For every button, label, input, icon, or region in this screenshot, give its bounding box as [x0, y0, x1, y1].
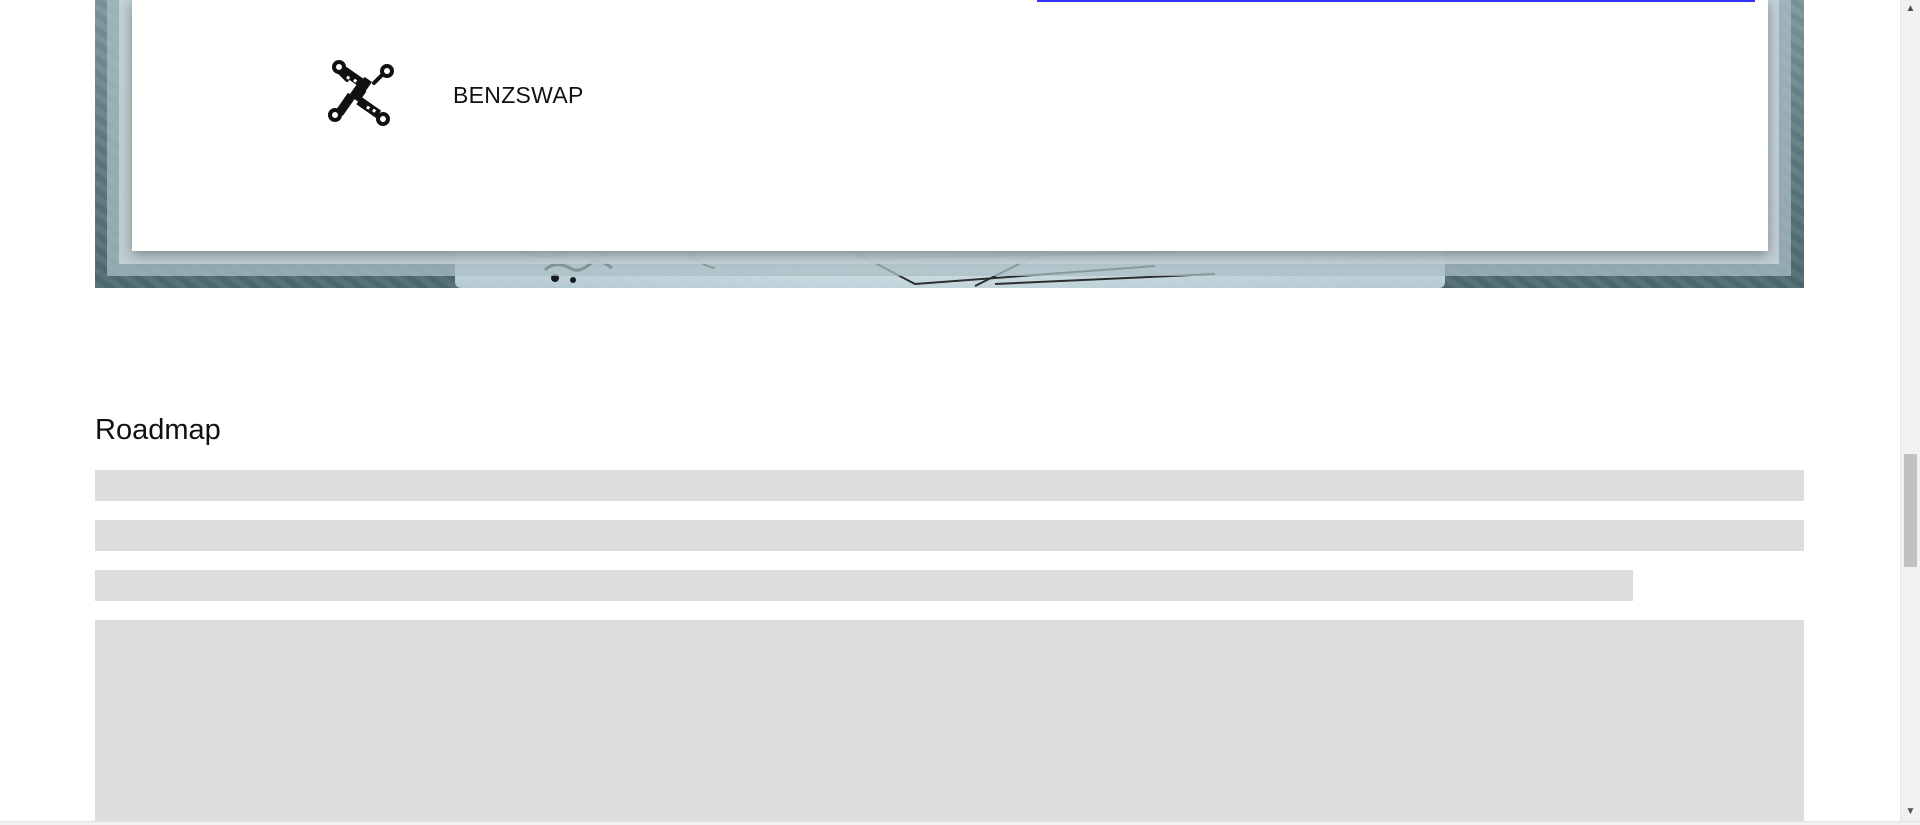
roadmap-skeleton-line-3: [95, 570, 1633, 601]
benzswap-logo-icon[interactable]: [327, 59, 395, 127]
brand-card: BENZSWAP: [132, 0, 1768, 251]
scrollbar-thumb[interactable]: [1904, 454, 1917, 567]
roadmap-skeleton-block: [95, 620, 1804, 821]
brand-name[interactable]: BENZSWAP: [453, 82, 584, 108]
roadmap-skeleton-line-2: [95, 520, 1804, 551]
link-underline[interactable]: [1037, 0, 1755, 2]
window-bottom-edge: [0, 821, 1920, 825]
scroll-up-arrow-icon[interactable]: ▲: [1905, 2, 1916, 14]
roadmap-skeleton-line-1: [95, 470, 1804, 501]
scroll-down-arrow-icon[interactable]: ▼: [1905, 805, 1916, 817]
vertical-scrollbar[interactable]: ▲ ▼: [1900, 0, 1920, 821]
roadmap-title: Roadmap: [95, 414, 221, 446]
hero-banner: BENZSWAP: [95, 0, 1804, 288]
